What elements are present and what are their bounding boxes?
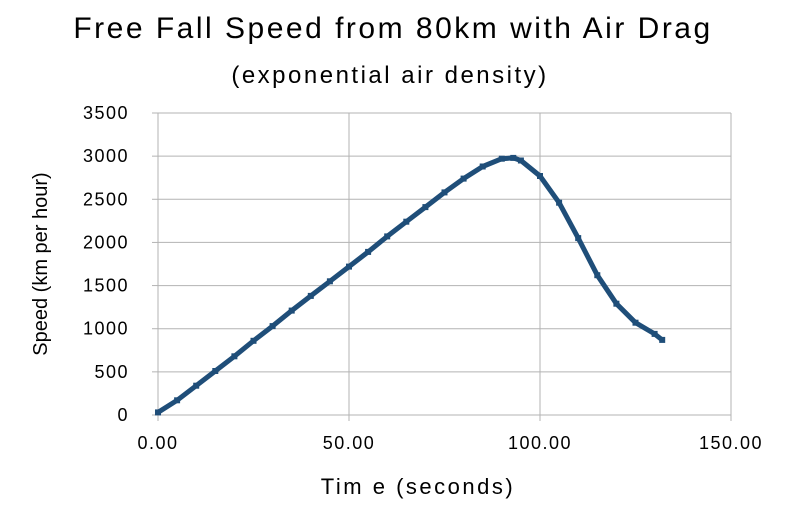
data-point (613, 300, 620, 307)
y-tick-label: 2500 (83, 189, 129, 209)
x-tick-label: 150.00 (699, 433, 763, 453)
chart-subtitle: (exponential air density) (231, 62, 548, 89)
y-tick-label: 1500 (83, 276, 129, 296)
data-point (460, 175, 467, 182)
data-point (659, 336, 666, 343)
data-point (250, 337, 257, 344)
data-point (651, 330, 658, 337)
axes (152, 112, 732, 421)
x-tick-labels: 0.00 50.00 100.00 150.00 (137, 433, 763, 453)
data-point (422, 204, 429, 211)
x-tick-label: 0.00 (137, 433, 178, 453)
x-tick-label: 50.00 (323, 433, 376, 453)
data-point (403, 218, 410, 225)
y-tick-label: 500 (94, 362, 129, 382)
data-point (174, 397, 181, 404)
x-tick-label: 100.00 (508, 433, 572, 453)
data-point (510, 154, 517, 161)
data-point (575, 235, 582, 242)
data-point (594, 272, 601, 279)
data-point (346, 263, 352, 270)
y-tick-label: 3000 (83, 146, 129, 166)
data-point (155, 409, 161, 416)
y-tick-label: 1000 (83, 319, 129, 339)
data-point (632, 319, 639, 326)
data-point (365, 248, 372, 255)
y-tick-labels: 0 500 1000 1500 2000 2500 3000 3500 (83, 103, 129, 425)
data-series (155, 154, 666, 416)
data-point (517, 157, 524, 164)
data-point (231, 353, 238, 360)
data-point (193, 382, 200, 389)
data-point (441, 189, 448, 196)
y-tick-label: 3500 (83, 103, 129, 123)
data-point (288, 307, 295, 314)
y-tick-label: 0 (117, 405, 129, 425)
x-axis-label: Tim e (seconds) (321, 474, 515, 499)
data-point (384, 233, 391, 240)
data-point (537, 173, 543, 179)
data-point (498, 155, 505, 162)
y-tick-label: 2000 (83, 232, 129, 252)
data-point (479, 163, 486, 170)
data-point (556, 199, 563, 206)
data-point (212, 368, 219, 374)
y-axis-label: Speed (km per hour) (30, 172, 52, 355)
grid-lines (158, 112, 732, 415)
data-point (326, 278, 333, 285)
chart-title: Free Fall Speed from 80km with Air Drag (73, 12, 712, 45)
plot-area (158, 113, 731, 415)
data-point (269, 323, 276, 330)
data-point (307, 292, 314, 299)
